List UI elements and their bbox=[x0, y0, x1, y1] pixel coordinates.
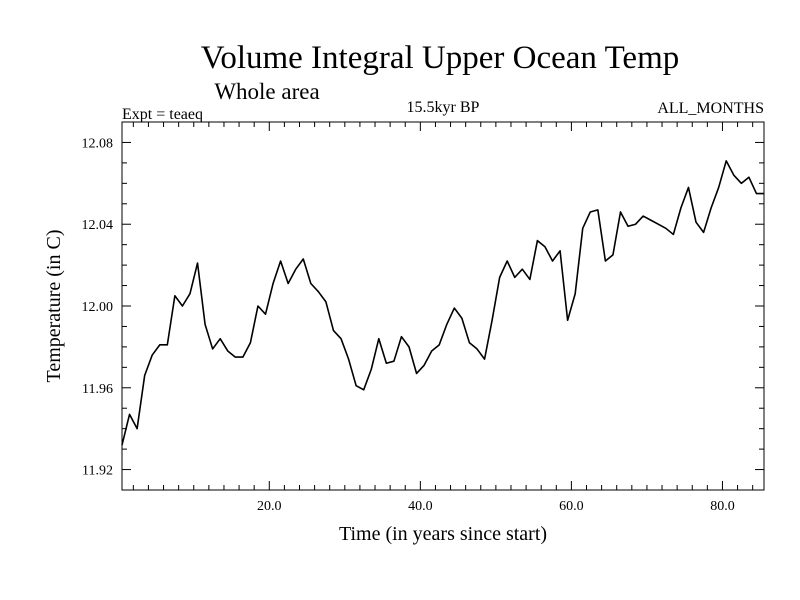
x-tick-label: 40.0 bbox=[408, 499, 433, 514]
y-tick-label: 12.00 bbox=[82, 300, 114, 315]
x-tick-label: 20.0 bbox=[257, 499, 282, 514]
chart-subtitle: Whole area bbox=[214, 79, 319, 104]
y-axis-tick-labels: 11.92 11.96 12.00 12.04 12.08 bbox=[82, 136, 114, 478]
x-axis-label: Time (in years since start) bbox=[339, 523, 547, 545]
y-axis-ticks bbox=[122, 121, 764, 471]
x-axis-tick-labels: 20.0 40.0 60.0 80.0 bbox=[257, 499, 735, 514]
period-label: 15.5kyr BP bbox=[407, 99, 480, 116]
y-tick-label: 12.04 bbox=[82, 218, 114, 233]
series-line-temperature bbox=[121, 160, 764, 446]
experiment-label: Expt = teaeq bbox=[122, 106, 203, 123]
chart-title: Volume Integral Upper Ocean Temp bbox=[201, 40, 679, 76]
y-axis-label: Temperature (in C) bbox=[43, 230, 65, 383]
x-axis-ticks bbox=[132, 122, 754, 490]
x-tick-label: 80.0 bbox=[710, 499, 735, 514]
plot-frame bbox=[121, 121, 765, 491]
y-tick-label: 11.92 bbox=[82, 464, 113, 479]
months-label: ALL_MONTHS bbox=[657, 100, 764, 117]
y-tick-label: 12.08 bbox=[82, 136, 114, 151]
x-tick-label: 60.0 bbox=[559, 499, 584, 514]
y-tick-label: 11.96 bbox=[82, 382, 113, 397]
